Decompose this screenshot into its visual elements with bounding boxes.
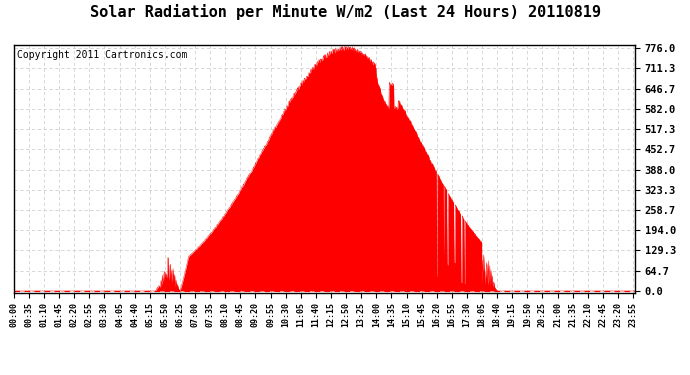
Text: Copyright 2011 Cartronics.com: Copyright 2011 Cartronics.com <box>17 50 187 60</box>
Text: Solar Radiation per Minute W/m2 (Last 24 Hours) 20110819: Solar Radiation per Minute W/m2 (Last 24… <box>90 4 600 20</box>
